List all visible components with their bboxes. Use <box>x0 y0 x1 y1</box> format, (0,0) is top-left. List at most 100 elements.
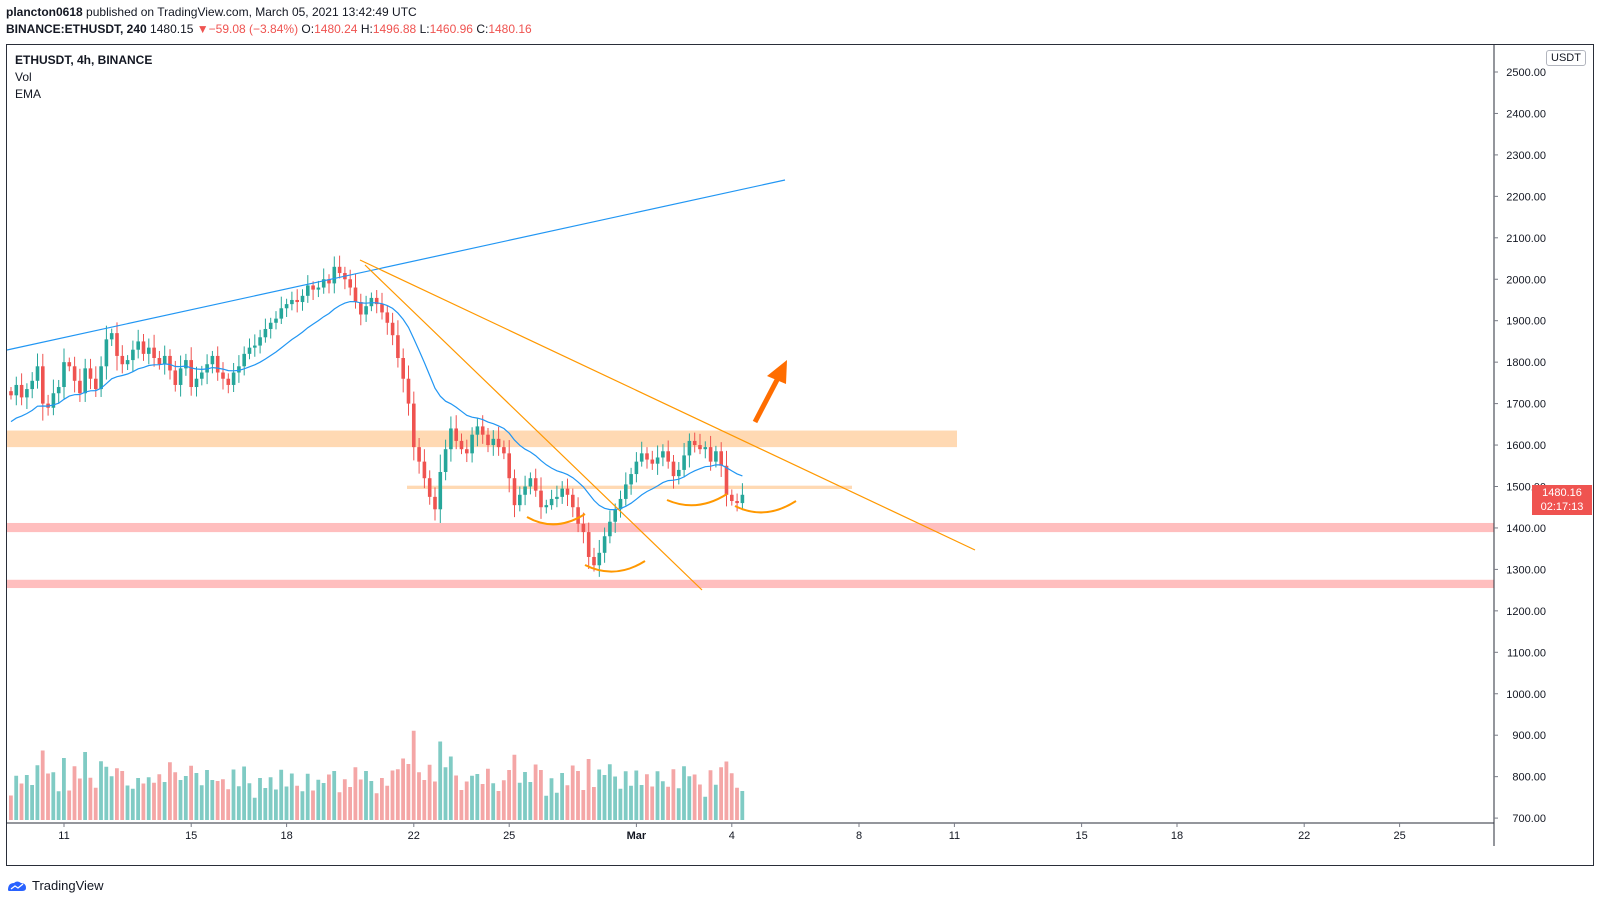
volume-bar <box>592 787 596 820</box>
volume-bar <box>570 765 575 820</box>
candle-body <box>592 556 596 566</box>
candle-body <box>184 360 188 369</box>
descending-trendline <box>359 259 976 551</box>
candle-body <box>512 478 517 506</box>
currency-badge[interactable]: USDT <box>1546 50 1586 66</box>
candle-body <box>666 451 670 462</box>
candle-body <box>321 279 326 288</box>
volume-bar <box>613 776 617 820</box>
volume-bar <box>708 770 713 820</box>
chart-frame[interactable] <box>6 44 1594 866</box>
volume-bar <box>221 779 225 820</box>
volume-bar <box>581 790 586 820</box>
legend-vol[interactable]: Vol <box>15 70 32 84</box>
candle-body <box>724 465 729 495</box>
candle-body <box>730 494 734 502</box>
volume-bar <box>268 777 273 820</box>
volume-bar <box>24 775 29 820</box>
candle-body <box>560 488 564 497</box>
candle-body <box>433 496 437 510</box>
volume-bar <box>83 752 87 820</box>
volume-bar <box>480 784 485 820</box>
high-label: H: <box>360 22 373 36</box>
candle-body <box>115 333 119 356</box>
candle-body <box>295 299 299 303</box>
volume-bar <box>692 774 697 820</box>
candle-body <box>687 440 692 456</box>
candle-body <box>496 438 501 448</box>
candle-body <box>62 362 66 388</box>
volume-bar <box>284 786 289 820</box>
candle-body <box>645 453 649 460</box>
tradingview-logo-icon <box>8 881 26 891</box>
legend-title[interactable]: ETHUSDT, 4h, BINANCE <box>15 53 153 67</box>
volume-bar <box>634 770 639 820</box>
candle-body <box>290 299 294 305</box>
candle-body <box>72 366 77 381</box>
tradingview-brand[interactable]: TradingView <box>6 878 104 893</box>
candle-body <box>650 459 655 464</box>
candle-body <box>714 451 718 462</box>
candle-body <box>253 345 257 348</box>
candle-body <box>221 372 225 379</box>
volume-bar <box>719 767 723 820</box>
candle-body <box>740 494 745 504</box>
candle-body <box>613 509 617 522</box>
symbol-name: BINANCE:ETHUSDT, 240 <box>6 22 147 36</box>
candle-body <box>136 341 140 350</box>
candle-body <box>311 285 315 290</box>
candle-body <box>502 447 506 454</box>
candle-body <box>618 498 623 510</box>
volume-bar <box>215 781 220 820</box>
candle-body <box>194 378 199 388</box>
price-tick-label: 1700.00 <box>1506 399 1546 411</box>
volume-bar <box>523 772 527 820</box>
candle-body <box>215 355 220 373</box>
volume-bar <box>199 785 204 820</box>
price-tick-label: 1200.00 <box>1506 606 1546 618</box>
support-resistance-zones <box>7 430 1494 589</box>
volume-bar <box>67 790 72 820</box>
legend-ema[interactable]: EMA <box>15 87 42 101</box>
volume-bar <box>72 766 77 820</box>
volume-bar <box>205 770 209 820</box>
current-price: 1480.15 <box>150 22 194 36</box>
volume-bar <box>417 772 421 820</box>
candle-body <box>247 347 252 354</box>
candle-body <box>189 360 193 388</box>
candle-body <box>300 295 305 303</box>
candle-body <box>597 552 602 566</box>
candle-body <box>353 287 358 303</box>
price-tick-label: 2000.00 <box>1506 274 1546 286</box>
volume-bar <box>380 778 384 820</box>
volume-bar <box>157 774 162 820</box>
volume-bar <box>342 779 347 820</box>
volume-bar <box>35 765 40 820</box>
price-tick-label: 2500.00 <box>1506 67 1546 79</box>
author-name[interactable]: plancton0618 <box>6 5 83 19</box>
volume-bar <box>56 791 61 820</box>
candle-body <box>422 461 427 479</box>
volume-bar <box>666 786 670 820</box>
volume-bar <box>517 782 522 820</box>
candle-body <box>337 266 342 274</box>
candle-body <box>523 486 527 495</box>
candle-body <box>449 428 453 450</box>
volume-bar <box>252 797 257 820</box>
support-zone-1260 <box>7 579 1494 589</box>
candle-body <box>147 347 151 354</box>
volume-bar <box>385 785 390 820</box>
ema-polyline <box>10 300 743 511</box>
volume-bar <box>390 770 395 820</box>
candle-body <box>518 494 522 506</box>
volume-bar <box>327 774 331 820</box>
volume-bar <box>544 795 549 820</box>
candle-body <box>104 339 109 367</box>
resistance-zone-1600 <box>7 430 957 448</box>
candle-body <box>443 449 448 472</box>
high-value: 1496.88 <box>372 22 417 36</box>
volume-bar <box>109 776 114 820</box>
candle-body <box>332 266 337 284</box>
candle-body <box>316 287 321 290</box>
